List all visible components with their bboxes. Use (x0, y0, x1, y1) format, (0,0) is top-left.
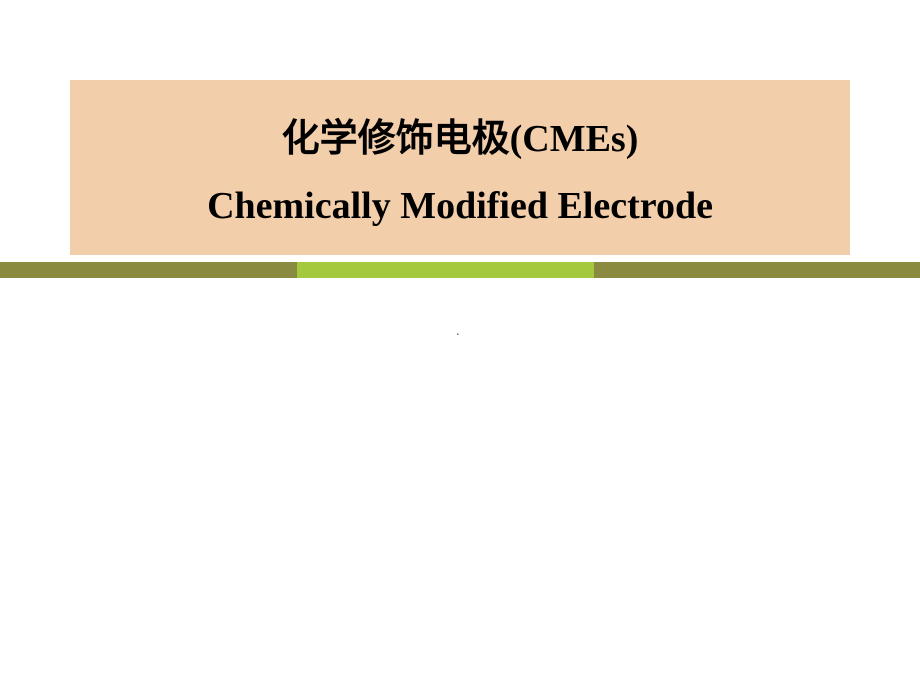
title-line-2: Chemically Modified Electrode (207, 184, 713, 228)
stripe-segment-mid (297, 262, 594, 278)
title-line-1: 化学修饰电极(CMEs) (282, 107, 639, 162)
center-dot: . (456, 324, 460, 340)
stripe-segment-right (594, 262, 920, 278)
decorative-stripe (0, 262, 920, 278)
stripe-segment-left (0, 262, 297, 278)
title-box: 化学修饰电极(CMEs) Chemically Modified Electro… (70, 80, 850, 255)
